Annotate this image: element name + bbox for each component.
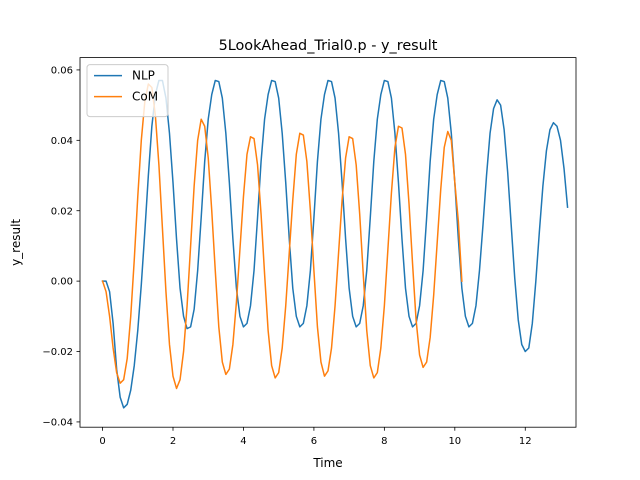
y-tick-label: 0.06	[51, 66, 73, 77]
x-axis-label: Time	[312, 456, 342, 470]
x-tick-label: 2	[170, 436, 176, 447]
y-tick-label: 0.04	[51, 136, 73, 147]
x-tick-label: 8	[381, 436, 387, 447]
legend: NLP CoM	[86, 64, 169, 118]
y-axis-label: y_result	[9, 219, 23, 266]
series-layer	[101, 79, 569, 409]
y-tick-label: −0.04	[42, 418, 73, 429]
chart-title: 5LookAhead_Trial0.p - y_result	[219, 38, 438, 54]
x-tick-label: 4	[240, 436, 246, 447]
legend-label-nlp: NLP	[132, 69, 155, 83]
x-tick-label: 0	[99, 436, 105, 447]
x-tick-label: 10	[448, 436, 461, 447]
legend-box	[86, 64, 169, 118]
x-axis: 0 2 4 6 8 10 12	[99, 427, 532, 447]
y-tick-label: −0.02	[42, 347, 73, 358]
series-line-nlp	[101, 79, 569, 409]
plot-frame	[79, 57, 577, 428]
x-tick-label: 6	[311, 436, 317, 447]
legend-label-com: CoM	[132, 90, 158, 104]
series-line-com	[101, 83, 463, 390]
x-tick-label: 12	[519, 436, 532, 447]
y-axis: −0.04 −0.02 0.00 0.02 0.04 0.06	[42, 66, 80, 429]
y-tick-label: 0.02	[51, 206, 73, 217]
y-tick-label: 0.00	[51, 277, 73, 288]
